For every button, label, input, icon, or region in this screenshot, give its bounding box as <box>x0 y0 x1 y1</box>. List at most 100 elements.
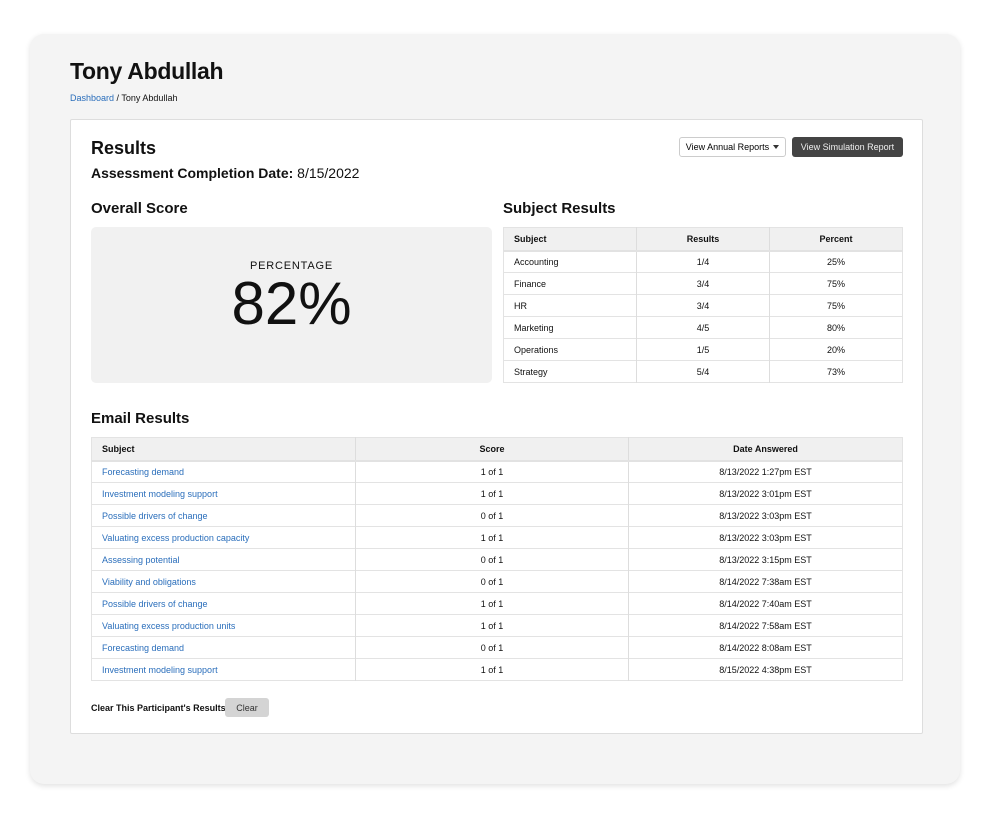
table-cell: 8/13/2022 3:15pm EST <box>628 548 903 571</box>
table-row: Assessing potential 0 of 1 8/13/2022 3:15p… <box>91 548 903 571</box>
table-cell: 1 of 1 <box>355 614 629 637</box>
email-subject-link[interactable]: Investment modeling support <box>102 488 218 499</box>
table-cell: Strategy <box>503 360 637 383</box>
table-row: Forecasting demand 0 of 1 8/14/2022 8:08am… <box>91 636 903 659</box>
breadcrumb-separator: / <box>116 93 120 103</box>
table-cell: 4/5 <box>636 316 770 339</box>
table-row: Possible drivers of change 1 of 1 8/14/202… <box>91 592 903 615</box>
table-row: Possible drivers of change 0 of 1 8/13/202… <box>91 504 903 527</box>
breadcrumb-dashboard-link[interactable]: Dashboard <box>70 93 115 103</box>
table-cell: 0 of 1 <box>355 636 629 659</box>
table-cell: Accounting <box>503 250 637 273</box>
table-row: Operations 1/5 20% <box>503 338 903 361</box>
page-title: Tony Abdullah <box>70 58 224 84</box>
score-label: PERCENTAGE <box>250 260 333 272</box>
table-cell: 73% <box>769 360 903 383</box>
table-cell: Forecasting demand <box>91 460 356 483</box>
table-cell: Operations <box>503 338 637 361</box>
email-subject-link[interactable]: Viability and obligations <box>102 576 196 587</box>
completion-label: Assessment Completion Date: <box>91 165 294 181</box>
table-cell: 8/13/2022 1:27pm EST <box>628 460 903 483</box>
table-cell: 5/4 <box>636 360 770 383</box>
table-cell: 0 of 1 <box>355 570 629 593</box>
table-cell: Investment modeling support <box>91 482 356 505</box>
table-cell: Forecasting demand <box>91 636 356 659</box>
overall-score-heading: Overall Score <box>91 200 188 217</box>
table-cell: 8/13/2022 3:03pm EST <box>628 526 903 549</box>
email-subject-link[interactable]: Possible drivers of change <box>102 598 208 609</box>
subject-results-table: Subject Results Percent Accounting 1/4 25%… <box>503 227 903 383</box>
table-cell: 75% <box>769 272 903 295</box>
annual-reports-label: View Annual Reports <box>685 142 770 152</box>
table-cell: 8/15/2022 4:38pm EST <box>628 658 903 681</box>
breadcrumb: Dashboard / Tony Abdullah <box>70 93 177 103</box>
view-simulation-report-button[interactable]: View Simulation Report <box>792 137 903 157</box>
table-row: Investment modeling support 1 of 1 8/15/20… <box>91 658 903 681</box>
table-cell: 8/14/2022 7:40am EST <box>628 592 903 615</box>
overall-score-box: PERCENTAGE 82% <box>91 227 492 383</box>
table-cell: Investment modeling support <box>91 658 356 681</box>
table-cell: 25% <box>769 250 903 273</box>
table-cell: 1 of 1 <box>355 526 629 549</box>
email-subject-link[interactable]: Forecasting demand <box>102 642 185 653</box>
table-row: Strategy 5/4 73% <box>503 360 903 383</box>
column-header: Percent <box>769 227 903 252</box>
table-cell: 1 of 1 <box>355 482 629 505</box>
email-subject-link[interactable]: Valuating excess production capacity <box>102 532 250 543</box>
table-cell: Viability and obligations <box>91 570 356 593</box>
table-cell: 8/14/2022 8:08am EST <box>628 636 903 659</box>
results-card: Results Assessment Completion Date: 8/15… <box>70 119 923 734</box>
table-cell: 8/14/2022 7:58am EST <box>628 614 903 637</box>
completion-date: Assessment Completion Date: 8/15/2022 <box>91 165 359 181</box>
table-cell: 1 of 1 <box>355 460 629 483</box>
table-cell: HR <box>503 294 637 317</box>
email-subject-link[interactable]: Possible drivers of change <box>102 510 208 521</box>
email-results-table: Subject Score Date Answered Forecasting … <box>91 437 903 681</box>
column-header: Date Answered <box>628 437 903 462</box>
table-row: Marketing 4/5 80% <box>503 316 903 339</box>
table-cell: 1 of 1 <box>355 658 629 681</box>
table-row: Accounting 1/4 25% <box>503 250 903 273</box>
table-cell: 8/13/2022 3:01pm EST <box>628 482 903 505</box>
breadcrumb-current: Tony Abdullah <box>121 93 178 103</box>
table-cell: Valuating excess production capacity <box>91 526 356 549</box>
table-cell: 0 of 1 <box>355 504 629 527</box>
email-results-heading: Email Results <box>91 410 190 427</box>
table-cell: Finance <box>503 272 637 295</box>
score-value: 82% <box>231 270 352 337</box>
results-heading: Results <box>91 138 157 158</box>
table-row: Investment modeling support 1 of 1 8/13/20… <box>91 482 903 505</box>
table-cell: 3/4 <box>636 272 770 295</box>
table-row: HR 3/4 75% <box>503 294 903 317</box>
table-cell: 20% <box>769 338 903 361</box>
table-cell: Possible drivers of change <box>91 592 356 615</box>
email-subject-link[interactable]: Valuating excess production units <box>102 620 236 631</box>
completion-date-value: 8/15/2022 <box>297 165 360 181</box>
table-cell: 1 of 1 <box>355 592 629 615</box>
table-cell: Possible drivers of change <box>91 504 356 527</box>
column-header: Score <box>355 437 629 462</box>
subject-results-heading: Subject Results <box>503 200 616 217</box>
email-subject-link[interactable]: Assessing potential <box>102 554 180 565</box>
table-cell: Marketing <box>503 316 637 339</box>
email-subject-link[interactable]: Investment modeling support <box>102 664 218 675</box>
table-cell: 8/13/2022 3:03pm EST <box>628 504 903 527</box>
table-cell: Assessing potential <box>91 548 356 571</box>
table-cell: 0 of 1 <box>355 548 629 571</box>
table-row: Finance 3/4 75% <box>503 272 903 295</box>
email-subject-link[interactable]: Forecasting demand <box>102 466 185 477</box>
clear-results-label: Clear This Participant's Results <box>91 703 226 713</box>
view-annual-reports-dropdown[interactable]: View Annual Reports <box>679 137 786 157</box>
column-header: Results <box>636 227 770 252</box>
table-cell: 3/4 <box>636 294 770 317</box>
table-cell: 1/4 <box>636 250 770 273</box>
table-cell: 80% <box>769 316 903 339</box>
clear-button[interactable]: Clear <box>225 698 269 717</box>
table-cell: Valuating excess production units <box>91 614 356 637</box>
table-cell: 75% <box>769 294 903 317</box>
table-cell: 8/14/2022 7:38am EST <box>628 570 903 593</box>
table-cell: 1/5 <box>636 338 770 361</box>
table-row: Forecasting demand 1 of 1 8/13/2022 1:27pm… <box>91 460 903 483</box>
table-row: Valuating excess production capacity 1 of… <box>91 526 903 549</box>
